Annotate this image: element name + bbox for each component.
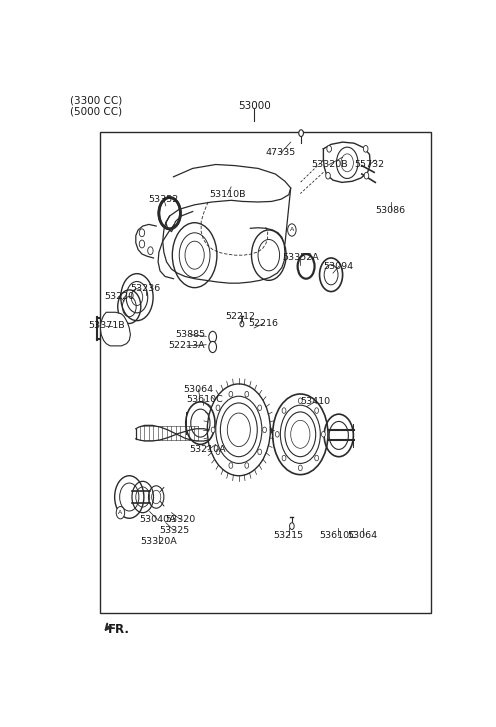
Circle shape bbox=[139, 240, 145, 248]
Circle shape bbox=[327, 145, 331, 152]
Circle shape bbox=[275, 432, 279, 437]
Circle shape bbox=[216, 449, 220, 454]
Text: 53371B: 53371B bbox=[88, 321, 124, 330]
Text: (3300 CC): (3300 CC) bbox=[69, 96, 122, 105]
Text: A: A bbox=[290, 228, 294, 233]
Circle shape bbox=[116, 507, 124, 519]
Circle shape bbox=[321, 432, 325, 437]
Text: 53410: 53410 bbox=[300, 398, 330, 406]
Text: 53320A: 53320A bbox=[140, 537, 177, 546]
Text: 53320B: 53320B bbox=[311, 160, 348, 169]
Circle shape bbox=[315, 408, 318, 414]
Circle shape bbox=[258, 405, 261, 411]
Text: 53215: 53215 bbox=[274, 531, 304, 539]
Text: 53086: 53086 bbox=[375, 206, 406, 215]
Circle shape bbox=[209, 332, 217, 342]
Circle shape bbox=[299, 398, 302, 403]
Text: 53094: 53094 bbox=[324, 262, 354, 271]
Circle shape bbox=[240, 321, 244, 327]
Circle shape bbox=[258, 449, 261, 454]
Circle shape bbox=[288, 224, 296, 236]
Text: 53064: 53064 bbox=[348, 531, 377, 539]
Text: 52212: 52212 bbox=[226, 313, 256, 321]
Text: 53610C: 53610C bbox=[186, 395, 223, 403]
Circle shape bbox=[211, 427, 215, 433]
Text: 53885: 53885 bbox=[175, 330, 205, 340]
Text: 53064: 53064 bbox=[184, 385, 213, 394]
Text: FR.: FR. bbox=[108, 622, 130, 635]
Circle shape bbox=[139, 229, 145, 237]
Circle shape bbox=[364, 145, 368, 152]
Circle shape bbox=[216, 405, 220, 411]
Circle shape bbox=[299, 130, 304, 137]
Circle shape bbox=[148, 246, 153, 254]
Text: 53236: 53236 bbox=[130, 284, 161, 293]
Text: 53110B: 53110B bbox=[209, 190, 246, 199]
Text: 53352: 53352 bbox=[149, 195, 179, 204]
Circle shape bbox=[245, 462, 248, 468]
Circle shape bbox=[282, 408, 286, 414]
Circle shape bbox=[229, 391, 233, 397]
Text: 53000: 53000 bbox=[238, 101, 271, 111]
Circle shape bbox=[209, 342, 217, 353]
Text: 47335: 47335 bbox=[266, 148, 296, 157]
Text: 53210A: 53210A bbox=[190, 446, 226, 454]
Text: 53220: 53220 bbox=[104, 292, 134, 301]
Circle shape bbox=[299, 465, 302, 470]
Circle shape bbox=[364, 172, 369, 179]
Circle shape bbox=[245, 391, 248, 397]
Text: 52213A: 52213A bbox=[169, 342, 205, 350]
Text: 53352A: 53352A bbox=[282, 254, 319, 262]
Text: 53320: 53320 bbox=[165, 515, 195, 524]
Bar bbox=[100, 132, 431, 614]
Text: A: A bbox=[119, 510, 123, 515]
Text: (5000 CC): (5000 CC) bbox=[69, 106, 122, 116]
Circle shape bbox=[315, 455, 318, 461]
Text: 52216: 52216 bbox=[248, 319, 278, 328]
Circle shape bbox=[290, 523, 294, 529]
Circle shape bbox=[263, 427, 266, 433]
Text: 53325: 53325 bbox=[159, 526, 189, 535]
Text: 55732: 55732 bbox=[355, 160, 384, 169]
Text: 53610C: 53610C bbox=[319, 531, 356, 539]
Circle shape bbox=[326, 172, 330, 179]
Text: 53040A: 53040A bbox=[139, 515, 176, 524]
Circle shape bbox=[229, 462, 233, 468]
Polygon shape bbox=[100, 313, 130, 346]
Circle shape bbox=[282, 455, 286, 461]
